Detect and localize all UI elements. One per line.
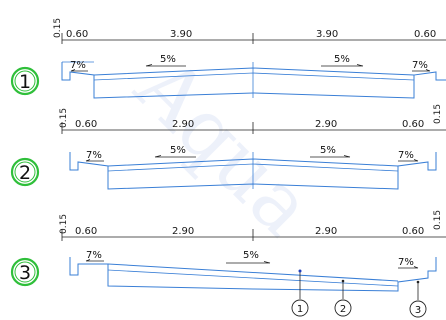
slope-left-inner: 5% [160, 54, 176, 65]
section-number-badge [10, 257, 40, 287]
callout-point-3 [416, 280, 420, 284]
dim-mid-right: 2.90 [315, 119, 337, 130]
slope-right-outer: 7% [398, 150, 414, 161]
callout-circle-3 [409, 300, 427, 318]
slope-left-outer: 7% [70, 60, 86, 71]
section-number-badge [10, 157, 40, 187]
top-dim: 0.15 [59, 214, 69, 234]
watermark: Aqua [117, 40, 331, 254]
callout-point-2 [341, 279, 345, 283]
dim-right: 0.60 [402, 226, 424, 237]
top-dim: 0.15 [53, 18, 63, 38]
dim-mid-left: 2.90 [172, 226, 194, 237]
dim-mid-left: 3.90 [170, 29, 192, 40]
dim-right: 0.60 [414, 29, 436, 40]
slope-right-inner: 5% [320, 145, 336, 156]
dim-left: 0.60 [75, 119, 97, 130]
section-3: 0.15 0.15 0.60 2.90 2.90 0.60 7% 5% 7% 1… [10, 210, 446, 318]
section-number: 1 [19, 71, 31, 93]
section-1: 0.15 0.60 3.90 3.90 0.60 7% 5% 5% 7% 1 [10, 18, 446, 99]
callout-circle-2 [334, 299, 352, 317]
slope-right-outer: 7% [398, 257, 414, 268]
dim-left: 0.60 [66, 29, 88, 40]
deck-outline [69, 257, 437, 292]
deck-top [107, 263, 399, 282]
callout-label-3: 3 [415, 305, 421, 316]
right-dim: 0.15 [433, 210, 443, 230]
dim-mid-right: 2.90 [315, 226, 337, 237]
deck-top [93, 67, 415, 76]
dim-right: 0.60 [402, 119, 424, 130]
svg-text:Aqua: Aqua [117, 40, 331, 254]
slope-right-inner: 5% [334, 54, 350, 65]
slope-left-inner: 5% [170, 145, 186, 156]
callout-circle-1 [291, 299, 309, 317]
right-dim: 0.15 [433, 104, 443, 124]
callout-point-1 [298, 269, 302, 273]
callout-label-2: 2 [340, 304, 346, 315]
dim-mid-left: 2.90 [172, 119, 194, 130]
slope-left-outer: 7% [86, 150, 102, 161]
top-dim: 0.15 [59, 108, 69, 128]
section-2: 0.15 0.15 0.60 2.90 2.90 0.60 7% 5% 5% 7… [10, 104, 446, 190]
section-number-badge [10, 66, 40, 96]
slope-right-outer: 7% [412, 60, 428, 71]
section-number: 2 [19, 162, 31, 184]
slope-center: 5% [243, 250, 259, 261]
section-number: 3 [19, 262, 31, 284]
dim-mid-right: 3.90 [316, 29, 338, 40]
callout-label-1: 1 [297, 304, 303, 315]
dim-left: 0.60 [75, 226, 97, 237]
deck-outline [61, 62, 446, 99]
slope-left-outer: 7% [86, 250, 102, 261]
